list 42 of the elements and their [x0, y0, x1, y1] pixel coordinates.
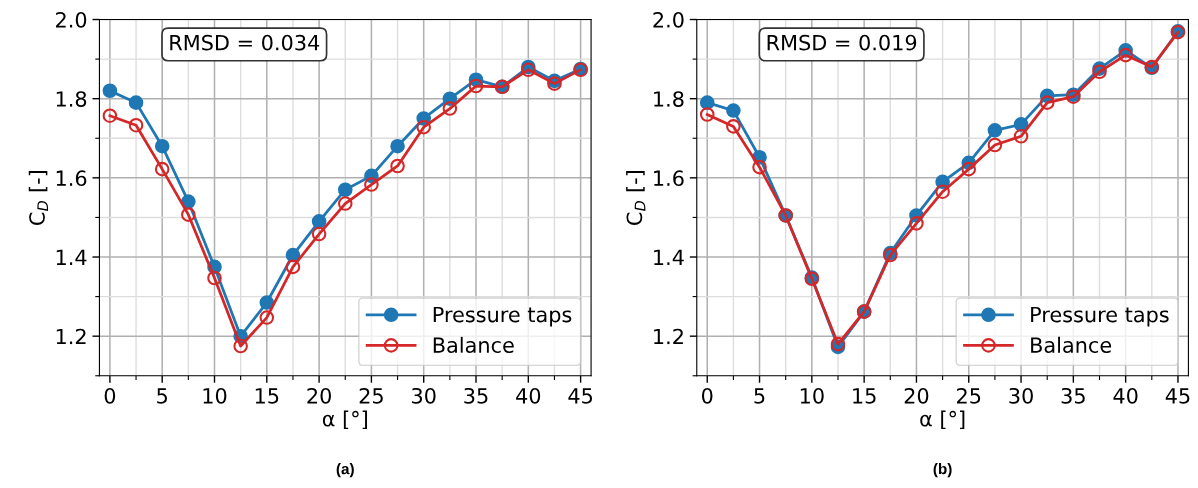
x-axis-title: α [°]	[322, 410, 367, 430]
x-tick-label: 25	[957, 387, 981, 404]
y-tick-label: 1.8	[56, 91, 87, 107]
legend-label: Pressure taps	[433, 306, 572, 327]
annotation: RMSD = 0.034	[170, 34, 320, 51]
x-tick-label: 5	[157, 388, 167, 404]
x-axis-title: α [°]	[920, 410, 965, 430]
y-tick-label: 1.2	[56, 328, 86, 345]
x-tick-label: 35	[464, 387, 488, 404]
x-tick-label: 45	[1165, 388, 1190, 404]
annotation: RMSD = 0.019	[767, 34, 917, 51]
y-tick-label: 1.6	[56, 170, 87, 187]
x-tick-label: 20	[904, 387, 929, 404]
y-tick-label: 2.0	[653, 11, 684, 28]
text: (b)	[933, 463, 952, 478]
x-tick-label: 25	[359, 387, 383, 404]
x-tick-label: 30	[412, 387, 436, 404]
x-tick-label: 40	[516, 387, 541, 404]
y-tick-label: 1.2	[654, 328, 683, 345]
y-axis-title: C$_{D}$ [-]	[28, 171, 49, 226]
x-tick-label: 45	[568, 388, 593, 404]
x-tick-label: 0	[104, 387, 116, 404]
legend-label: Pressure taps	[1031, 306, 1169, 327]
y-tick-label: 1.8	[654, 91, 684, 107]
x-tick-label: 15	[255, 388, 279, 404]
x-tick-label: 35	[1061, 387, 1085, 404]
x-tick-label: 20	[307, 387, 331, 404]
x-tick-label: 10	[800, 387, 824, 404]
x-tick-label: 10	[203, 387, 227, 404]
y-tick-label: 1.4	[654, 249, 684, 265]
legend-label: Balance	[433, 336, 514, 353]
text: (a)	[336, 463, 354, 478]
x-tick-label: 5	[754, 388, 765, 404]
x-tick-label: 30	[1009, 387, 1033, 404]
legend-label: Balance	[1031, 336, 1112, 353]
y-tick-label: 1.4	[56, 249, 87, 265]
y-axis-title: C$_{D}$ [-]	[626, 171, 646, 226]
x-tick-label: 40	[1113, 387, 1138, 404]
y-tick-label: 1.6	[654, 170, 684, 187]
y-tick-label: 2.0	[56, 11, 87, 28]
x-tick-label: 0	[701, 387, 713, 404]
x-tick-label: 15	[853, 388, 876, 404]
